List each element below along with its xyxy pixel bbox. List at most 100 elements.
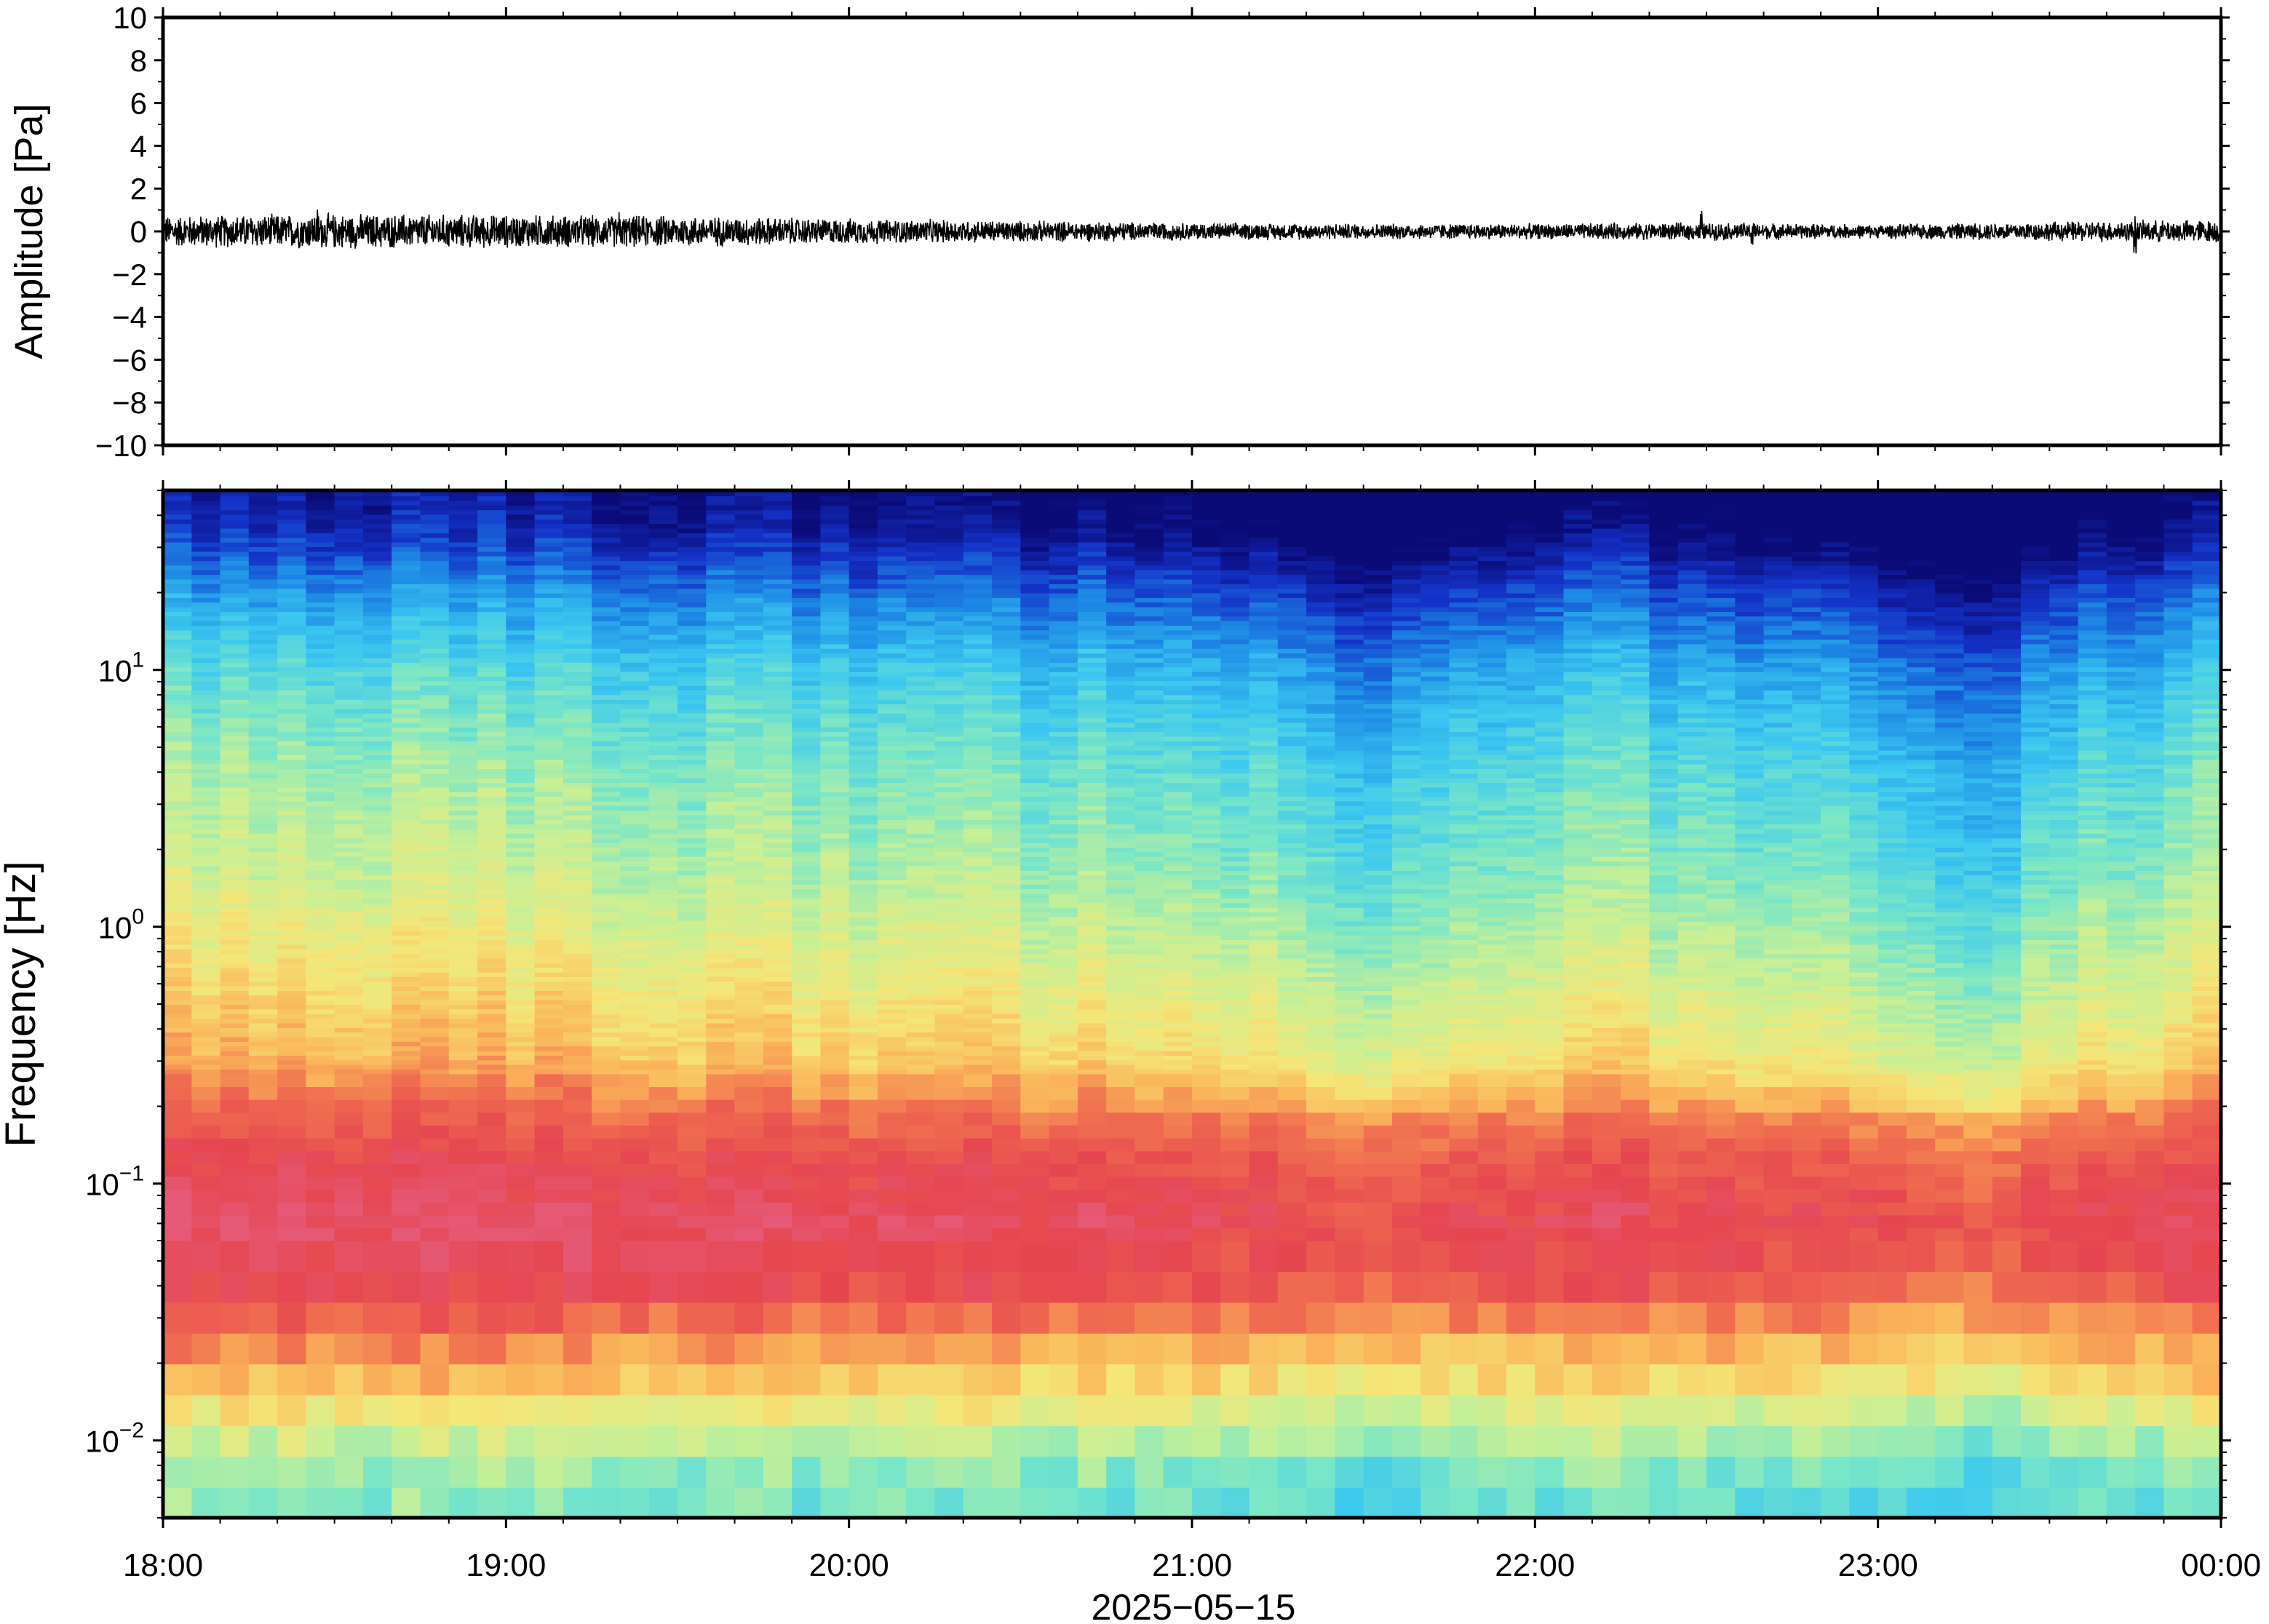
spectrogram-cell <box>734 995 764 1000</box>
spectrogram-cell <box>191 893 221 899</box>
spectrogram-cell <box>448 944 479 950</box>
spectrogram-cell <box>448 1004 479 1010</box>
spectrogram-cell <box>563 962 593 968</box>
spectrogram-cell <box>277 555 307 562</box>
spectrogram-cell <box>963 837 993 843</box>
spectrogram-cell <box>734 620 764 626</box>
spectrogram-cell <box>992 869 1022 876</box>
spectrogram-cell <box>277 583 307 589</box>
spectrogram-cell <box>1049 583 1078 589</box>
spectrogram-cell <box>992 1032 1022 1038</box>
spectrogram-cell <box>763 583 793 589</box>
spectrogram-cell <box>792 736 822 741</box>
spectrogram-cell <box>849 1046 878 1051</box>
spectrogram-cell <box>706 787 736 792</box>
spectrogram-cell <box>506 851 536 857</box>
spectrogram-cell <box>648 745 678 751</box>
spectrogram-cell <box>992 777 1022 784</box>
spectrogram-cell <box>734 1018 764 1024</box>
spectrogram-cell <box>734 532 764 538</box>
spectrogram-cell <box>392 893 421 899</box>
spectrogram-cell <box>620 1008 650 1014</box>
spectrogram-cell <box>191 509 221 515</box>
spectrogram-cell <box>592 939 621 945</box>
spectrogram-cell <box>420 926 450 931</box>
spectrogram-cell <box>362 671 393 677</box>
spectrogram-cell <box>734 1086 764 1100</box>
spectrogram-cell <box>1020 1227 1050 1241</box>
spectrogram-cell <box>220 1008 250 1014</box>
spectrogram-cell <box>792 509 822 515</box>
spectrogram-cell <box>477 814 507 820</box>
spectrogram-cell <box>163 689 193 696</box>
spectrogram-cell <box>220 1425 250 1457</box>
spectrogram-cell <box>677 985 707 991</box>
spectrogram-cell <box>534 560 564 566</box>
spectrogram-cell <box>592 602 621 608</box>
spectrogram-cell <box>934 1456 964 1488</box>
spectrogram-cell <box>506 1059 536 1065</box>
spectrogram-cell <box>792 851 822 857</box>
spectrogram-cell <box>877 902 907 908</box>
spectrogram-cell <box>620 504 650 511</box>
spectrogram-cell <box>1077 814 1108 820</box>
spectrogram-cell <box>763 1032 793 1038</box>
spectrogram-cell <box>277 1040 307 1047</box>
spectrogram-cell <box>220 1036 250 1042</box>
spectrogram-cell <box>592 814 621 820</box>
spectrogram-cell <box>392 541 421 547</box>
spectrogram-cell <box>220 565 250 570</box>
spectrogram-cell <box>191 953 221 959</box>
spectrogram-cell <box>448 629 479 635</box>
spectrogram-cell <box>677 939 707 945</box>
spectrogram-cell <box>820 689 850 696</box>
spectrogram-cell <box>1049 634 1078 640</box>
spectrogram-cell <box>420 1022 450 1028</box>
spectrogram-cell <box>992 610 1022 617</box>
spectrogram-cell <box>534 819 564 825</box>
spectrogram-cell <box>877 897 907 904</box>
spectrogram-cell <box>734 1189 764 1203</box>
spectrogram-cell <box>792 856 822 862</box>
spectrogram-cell <box>1077 930 1108 936</box>
spectrogram-cell <box>906 1150 936 1164</box>
spectrogram-cell <box>248 1150 279 1164</box>
spectrogram-cell <box>306 620 335 626</box>
spectrogram-cell <box>277 1112 307 1126</box>
spectrogram-cell <box>506 990 536 996</box>
spectrogram-cell <box>677 518 707 525</box>
spectrogram-cell <box>277 1027 307 1033</box>
spectrogram-cell <box>734 1004 764 1010</box>
spectrogram-cell <box>420 1059 450 1065</box>
spectrogram-cell <box>677 967 707 973</box>
spectrogram-cell <box>448 948 479 955</box>
spectrogram-cell <box>1020 749 1050 755</box>
spectrogram-cell <box>163 1059 193 1065</box>
spectrogram-cell <box>906 740 936 747</box>
spectrogram-cell <box>392 962 421 968</box>
spectrogram-cell <box>820 490 850 497</box>
spectrogram-cell <box>592 879 621 885</box>
spectrogram-cell <box>934 1271 964 1303</box>
spectrogram-cell <box>392 976 421 982</box>
spectrogram-cell <box>849 1073 878 1087</box>
spectrogram-cell <box>906 602 936 608</box>
spectrogram-cell <box>420 842 450 848</box>
spectrogram-cell <box>934 610 964 617</box>
spectrogram-cell <box>506 805 536 811</box>
spectrogram-cell <box>706 749 736 755</box>
spectrogram-cell <box>963 574 993 580</box>
spectrogram-cell <box>992 763 1022 769</box>
spectrogram-cell <box>248 1050 279 1056</box>
spectrogram-cell <box>648 555 678 562</box>
spectrogram-cell <box>849 490 878 497</box>
spectrogram-cell <box>163 1271 193 1303</box>
spectrogram-cell <box>220 657 250 663</box>
spectrogram-cell <box>934 722 964 728</box>
spectrogram-cell <box>248 976 279 982</box>
spectrogram-cell <box>1077 782 1108 788</box>
spectrogram-cell <box>163 629 193 635</box>
spectrogram-cell <box>1049 569 1078 576</box>
spectrogram-cell <box>191 1059 221 1065</box>
spectrogram-cell <box>306 847 335 853</box>
